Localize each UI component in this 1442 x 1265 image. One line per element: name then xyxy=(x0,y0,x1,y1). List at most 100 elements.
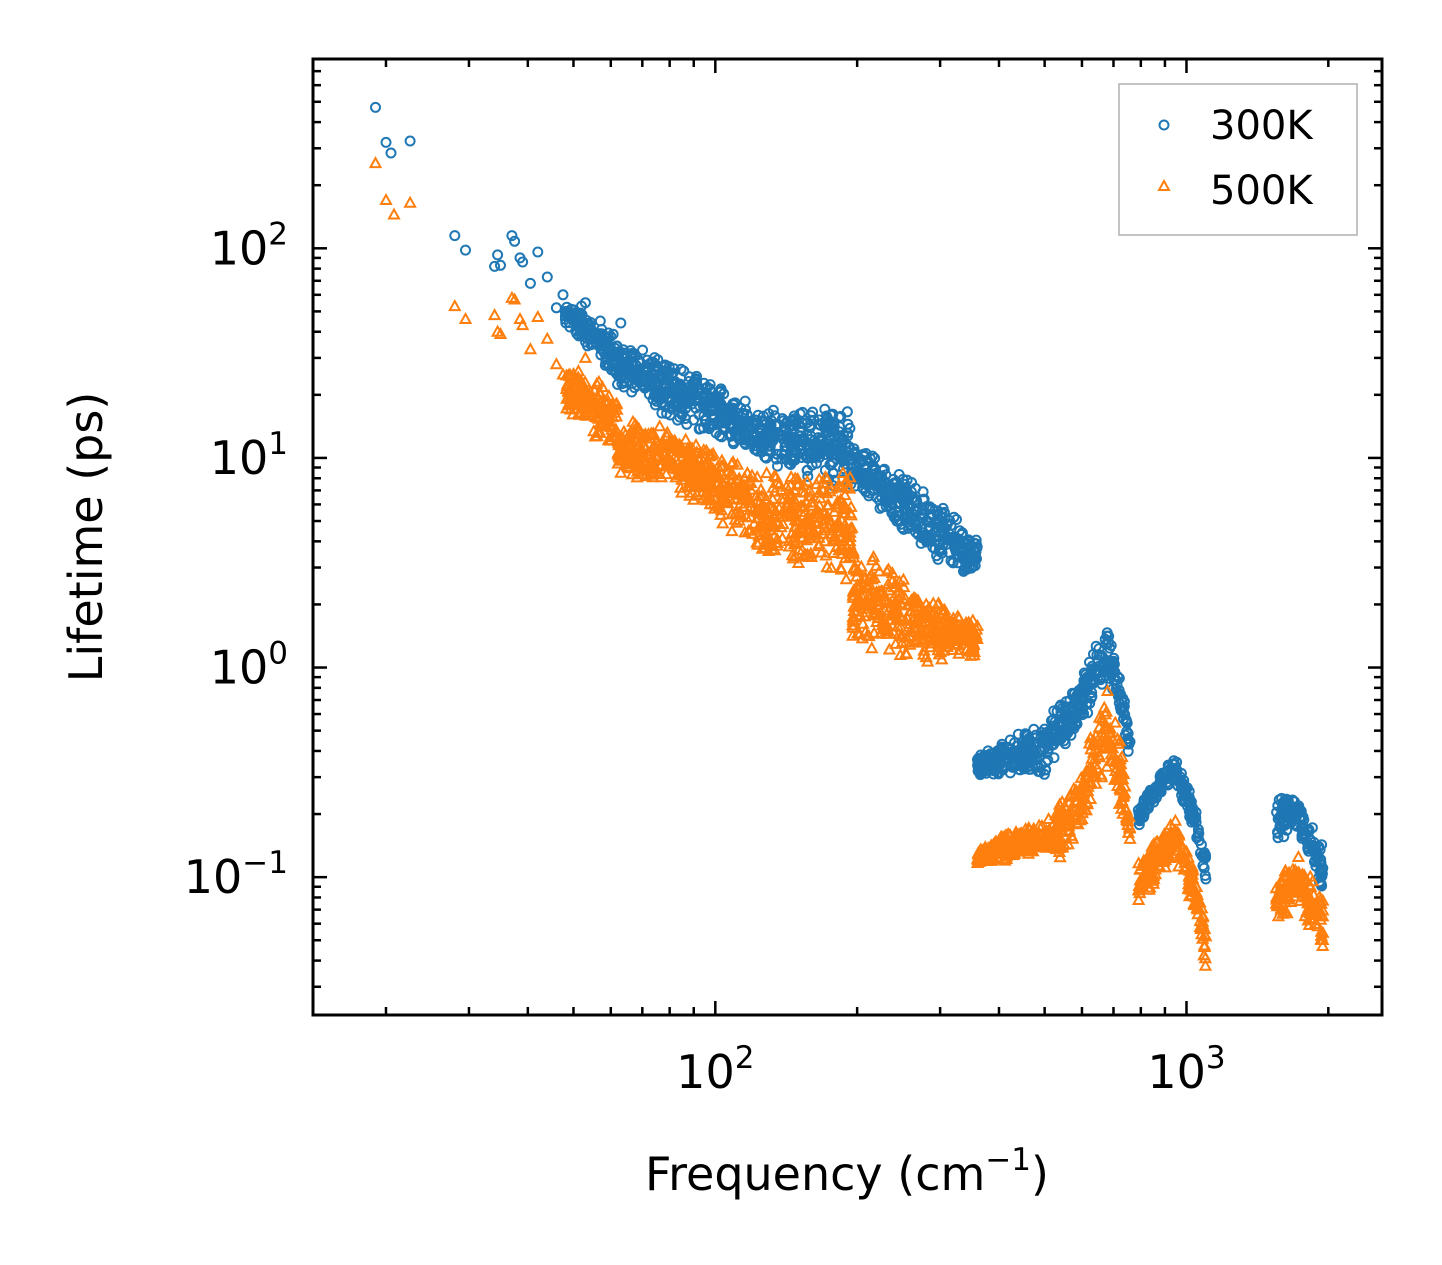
data-point xyxy=(814,545,829,558)
data-point xyxy=(1153,786,1165,798)
data-point xyxy=(716,516,730,529)
data-point xyxy=(531,309,545,322)
data-point xyxy=(570,373,585,386)
data-point xyxy=(770,475,784,488)
data-point xyxy=(645,452,659,465)
data-point xyxy=(618,427,633,440)
data-point xyxy=(619,357,631,369)
data-point xyxy=(852,468,864,480)
data-point xyxy=(697,466,711,479)
data-point xyxy=(699,388,711,400)
data-point xyxy=(624,444,639,457)
data-point xyxy=(1108,655,1119,667)
data-point xyxy=(852,452,864,464)
data-point xyxy=(795,531,809,544)
data-point xyxy=(1143,795,1155,807)
data-point xyxy=(890,586,904,599)
data-point xyxy=(698,377,710,389)
data-point xyxy=(579,297,591,309)
data-point xyxy=(644,358,656,370)
data-point xyxy=(1028,835,1042,848)
data-point xyxy=(1081,671,1093,683)
data-point xyxy=(823,484,837,497)
data-point xyxy=(1095,711,1109,724)
data-point xyxy=(835,541,849,554)
data-point xyxy=(1067,781,1081,794)
data-point xyxy=(458,311,473,324)
data-point xyxy=(1198,958,1213,971)
data-point xyxy=(448,299,462,312)
data-point xyxy=(772,460,783,472)
data-point xyxy=(856,616,870,629)
data-point xyxy=(737,470,752,483)
data-point xyxy=(727,478,742,491)
data-point xyxy=(819,403,831,415)
data-point xyxy=(670,397,682,409)
data-point xyxy=(714,467,729,480)
y-tick-label: 10−1 xyxy=(184,845,288,904)
data-point xyxy=(1064,828,1079,841)
data-point xyxy=(487,308,502,321)
data-point xyxy=(1184,888,1199,901)
data-point xyxy=(637,344,649,356)
data-point xyxy=(792,542,806,555)
data-point xyxy=(774,492,789,505)
data-point xyxy=(638,427,653,440)
data-point xyxy=(1070,716,1082,728)
data-point xyxy=(1076,776,1090,789)
data-point xyxy=(701,457,715,470)
data-point xyxy=(813,491,827,504)
data-point xyxy=(675,472,689,485)
data-point xyxy=(1294,805,1305,817)
data-point xyxy=(1187,896,1201,909)
data-point xyxy=(1018,821,1033,834)
data-point xyxy=(563,380,577,393)
x-axis-title: Frequency (cm−1) xyxy=(645,1142,1049,1201)
data-point xyxy=(717,424,729,435)
data-point xyxy=(590,400,604,413)
data-point xyxy=(1298,872,1313,885)
data-point xyxy=(764,501,778,514)
data-point xyxy=(1081,783,1095,796)
data-point xyxy=(523,342,538,355)
data-point xyxy=(801,429,813,441)
data-point xyxy=(1075,812,1089,825)
data-point xyxy=(1092,720,1106,733)
data-point xyxy=(1291,849,1306,862)
data-point xyxy=(1083,760,1097,773)
data-point xyxy=(804,495,819,508)
data-point xyxy=(679,432,693,445)
data-point xyxy=(676,397,687,409)
data-point xyxy=(765,419,777,430)
data-point xyxy=(846,454,858,466)
data-point xyxy=(1075,797,1089,810)
data-point xyxy=(1316,893,1330,906)
data-point xyxy=(780,506,794,519)
data-point xyxy=(1168,840,1182,853)
data-point xyxy=(1302,917,1316,930)
data-point xyxy=(757,508,771,521)
data-point xyxy=(915,605,930,618)
data-point xyxy=(1089,728,1103,741)
data-point xyxy=(1198,862,1210,874)
data-point xyxy=(1062,789,1077,802)
data-point xyxy=(1146,859,1160,872)
data-point xyxy=(715,385,727,397)
data-point xyxy=(668,378,680,390)
data-point xyxy=(1102,636,1114,648)
data-point xyxy=(895,635,909,648)
legend: 300K 500K xyxy=(1118,83,1358,236)
data-point xyxy=(1055,720,1067,732)
data-point xyxy=(1102,655,1114,667)
data-point xyxy=(842,481,857,494)
data-point xyxy=(963,556,975,568)
data-point xyxy=(700,382,711,394)
data-point xyxy=(952,557,964,569)
data-point xyxy=(706,446,720,459)
data-point xyxy=(603,404,618,417)
data-point xyxy=(847,584,861,597)
data-point xyxy=(722,491,737,504)
data-point xyxy=(949,543,961,555)
data-point xyxy=(739,395,751,407)
